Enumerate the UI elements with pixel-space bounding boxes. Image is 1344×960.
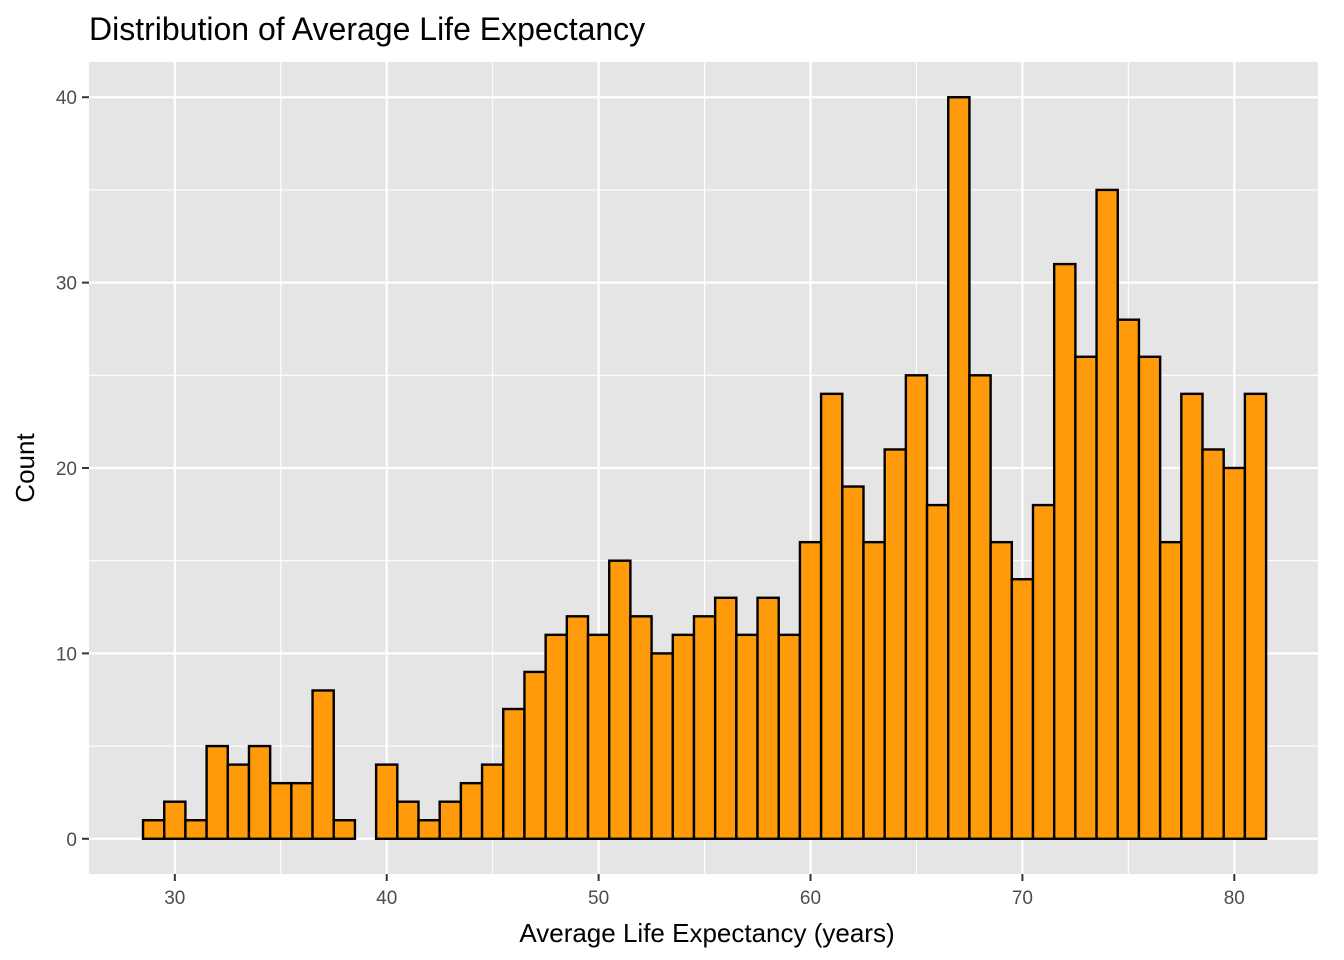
histogram-bar [459, 781, 484, 840]
histogram-bar [184, 819, 208, 840]
y-tick-label: 30 [56, 274, 77, 295]
y-tick-label: 10 [56, 644, 77, 665]
histogram-bars [141, 96, 1268, 840]
histogram-bar [1074, 355, 1098, 840]
histogram-bar [777, 633, 802, 840]
histogram-bar [502, 707, 526, 840]
x-tick-label: 60 [800, 888, 821, 909]
histogram-bar [1052, 262, 1077, 840]
x-tick-label: 70 [1012, 888, 1033, 909]
histogram-bar [608, 559, 632, 840]
histogram-bar [925, 503, 950, 840]
histogram-bar [226, 763, 251, 840]
x-tick-label: 50 [588, 888, 609, 909]
histogram-bar [841, 485, 865, 840]
histogram-bar [268, 781, 293, 840]
histogram-bar [290, 781, 314, 840]
y-tick-label: 20 [56, 459, 77, 480]
chart-title: Distribution of Average Life Expectancy [89, 11, 645, 47]
histogram-bar [947, 96, 971, 840]
y-tick-label: 0 [66, 830, 77, 851]
histogram-bar [480, 763, 505, 840]
histogram-bar [1031, 503, 1056, 840]
histogram-bar [819, 392, 844, 840]
histogram-bar [396, 800, 420, 840]
histogram-bar [1243, 392, 1268, 840]
x-tick-label: 40 [376, 888, 397, 909]
histogram-bar [332, 819, 357, 840]
histogram-bar [650, 652, 674, 840]
histogram-bar [205, 744, 229, 840]
histogram-bar [523, 670, 547, 840]
x-axis: 30 40 50 60 70 80 [164, 874, 1245, 909]
y-tick-label: 40 [56, 88, 77, 109]
histogram-bar [862, 540, 886, 840]
histogram-bar [374, 763, 399, 840]
histogram-bar [1158, 540, 1183, 840]
histogram-bar [735, 633, 759, 840]
y-axis-title: Count [10, 433, 40, 503]
histogram-bar [565, 615, 590, 840]
histogram-bar [163, 800, 187, 840]
histogram-bar [311, 689, 335, 840]
x-axis-title: Average Life Expectancy (years) [519, 918, 894, 948]
y-axis: 0 10 20 30 40 [56, 88, 89, 851]
histogram-bar [1095, 188, 1119, 840]
histogram-bar [904, 374, 929, 840]
histogram-bar [1180, 392, 1204, 840]
histogram-bar [417, 819, 441, 840]
histogram-bar [713, 596, 738, 840]
histogram-bar [1137, 355, 1162, 840]
histogram-bar [692, 615, 717, 840]
histogram-bar [1201, 448, 1225, 840]
x-tick-label: 80 [1224, 888, 1245, 909]
histogram-bar [141, 819, 166, 840]
histogram-bar [756, 596, 780, 840]
x-tick-label: 30 [164, 888, 185, 909]
histogram-bar [968, 374, 992, 840]
histogram-bar [1116, 318, 1141, 840]
histogram-bar [671, 633, 696, 840]
histogram-bar [1010, 578, 1035, 840]
histogram-bar [247, 744, 272, 840]
histogram-bar [544, 633, 569, 840]
histogram-bar [438, 800, 463, 840]
histogram-bar [1222, 466, 1247, 840]
histogram-bar [798, 540, 823, 840]
histogram-bar [629, 615, 653, 840]
histogram-bar [586, 633, 611, 840]
histogram-bar [989, 540, 1014, 840]
histogram-bar [883, 448, 908, 840]
